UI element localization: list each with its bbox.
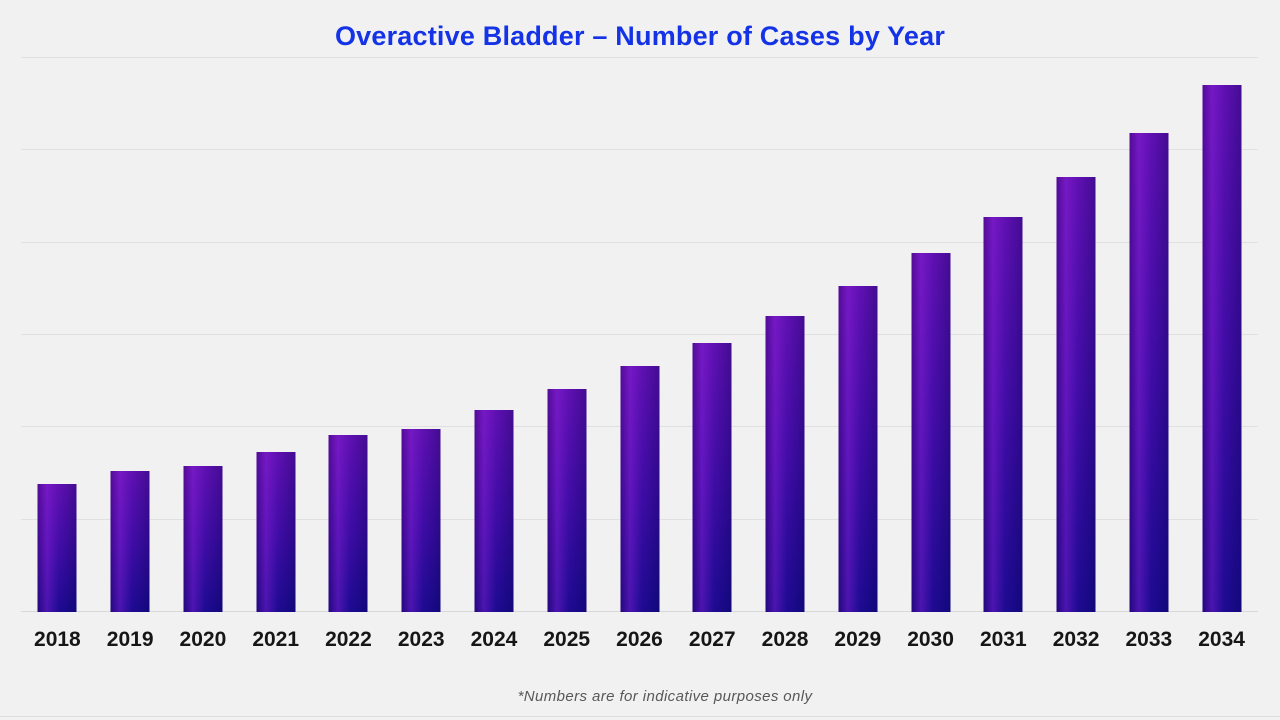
x-axis-label: 2019: [106, 628, 154, 651]
bar-column: 2033: [1125, 58, 1172, 651]
gridline: [21, 149, 1258, 151]
chart-title: Overactive Bladder – Number of Cases by …: [334, 21, 946, 51]
bar-column: 2031: [980, 58, 1027, 651]
gridline: [21, 334, 1258, 335]
bar-column: 2028: [762, 58, 808, 651]
bar-column: 2025: [543, 58, 590, 651]
bar-2023: [401, 429, 441, 612]
bar-column: 2019: [107, 58, 154, 651]
bar-column: 2023: [398, 58, 445, 651]
footnote: *Numbers are for indicative purposes onl…: [517, 688, 813, 705]
x-axis-label: 2025: [543, 628, 591, 651]
x-axis-label: 2033: [1125, 628, 1173, 651]
bar-2034: [1202, 84, 1242, 612]
x-axis-label: 2021: [252, 628, 300, 651]
bar-2033: [1129, 132, 1169, 612]
bar-2030: [911, 252, 951, 612]
bar-column: 2029: [834, 58, 881, 651]
bar-column: 2021: [252, 58, 299, 651]
x-axis-label: 2032: [1052, 628, 1100, 651]
bar-2024: [474, 409, 514, 612]
x-axis-label: 2026: [616, 628, 663, 651]
bar-2020: [183, 466, 223, 612]
bar-column: 2027: [689, 58, 736, 651]
bar-column: 2032: [1053, 58, 1099, 651]
gridline: [21, 57, 1258, 58]
bar-2027: [692, 343, 732, 612]
bar-2021: [256, 452, 296, 612]
bar-column: 2026: [616, 58, 663, 651]
bar-2019: [110, 470, 150, 612]
x-axis-label: 2018: [34, 628, 81, 651]
bar-column: 2030: [907, 58, 954, 651]
bar-column: 2024: [471, 58, 517, 651]
x-axis-label: 2028: [761, 628, 809, 651]
gridline: [21, 241, 1258, 243]
bar-2032: [1056, 177, 1096, 612]
bar-2026: [620, 366, 659, 612]
x-axis-label: 2031: [979, 628, 1027, 651]
bar-2018: [37, 483, 77, 612]
x-axis-label: 2034: [1198, 628, 1245, 651]
x-axis-label: 2023: [397, 628, 445, 651]
x-axis-label: 2022: [325, 628, 372, 651]
bar-2025: [547, 389, 587, 612]
bar-column: 2018: [34, 58, 81, 651]
bottom-divider: [0, 716, 1280, 717]
bar-2031: [983, 216, 1023, 612]
bar-column: 2034: [1198, 58, 1245, 651]
bar-2028: [765, 315, 805, 612]
bar-2029: [838, 286, 878, 612]
x-axis-label: 2027: [688, 628, 736, 651]
bar-2022: [328, 434, 368, 612]
bar-chart-plot: 2018 2019 2020 2021 2022 2023 2024 2025 2026 2027…: [21, 57, 1258, 651]
x-axis-label: 2024: [470, 628, 518, 651]
bar-column: 2020: [180, 58, 226, 651]
bar-column: 2022: [325, 58, 372, 651]
x-axis-label: 2030: [907, 628, 954, 651]
x-axis-label: 2029: [834, 628, 882, 651]
x-axis-label: 2020: [179, 628, 227, 651]
